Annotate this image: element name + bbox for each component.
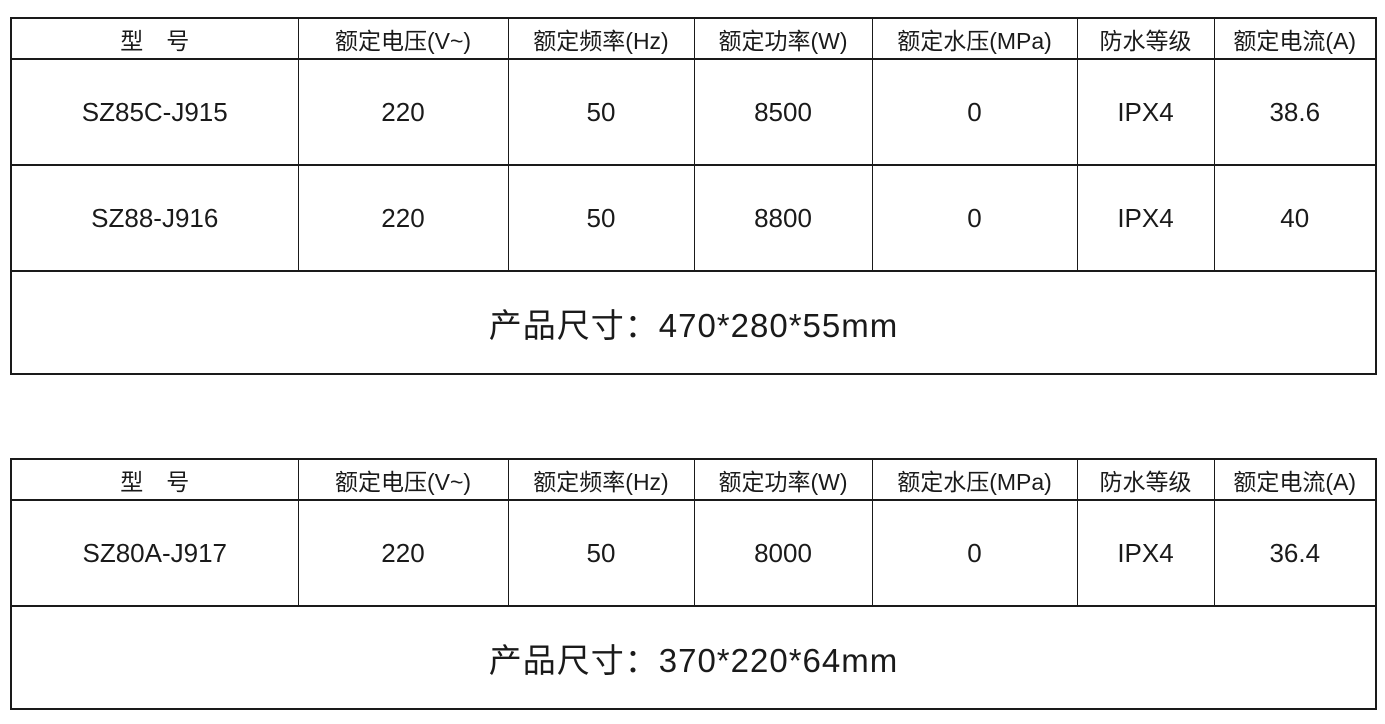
table-row: SZ85C-J915 220 50 8500 0 IPX4 38.6 — [10, 58, 1377, 166]
cell-waterproof-rating: IPX4 — [1076, 499, 1215, 607]
header-rated-current: 额定电流(A) — [1213, 17, 1377, 60]
header-rated-power: 额定功率(W) — [693, 458, 873, 501]
cell-waterproof-rating: IPX4 — [1076, 58, 1215, 166]
cell-model: SZ85C-J915 — [10, 58, 299, 166]
header-model: 型 号 — [10, 17, 299, 60]
header-rated-voltage: 额定电压(V~) — [297, 458, 509, 501]
cell-rated-water-pressure: 0 — [871, 499, 1078, 607]
dimensions-row: 产品尺寸：370*220*64mm — [10, 605, 1377, 710]
header-waterproof-rating: 防水等级 — [1076, 17, 1215, 60]
cell-rated-current: 38.6 — [1213, 58, 1377, 166]
cell-rated-voltage: 220 — [297, 164, 509, 272]
cell-rated-current: 40 — [1213, 164, 1377, 272]
dimensions-row: 产品尺寸：470*280*55mm — [10, 270, 1377, 375]
cell-rated-power: 8800 — [693, 164, 873, 272]
cell-rated-current: 36.4 — [1213, 499, 1377, 607]
header-rated-frequency: 额定频率(Hz) — [507, 17, 695, 60]
header-row: 型 号 额定电压(V~) 额定频率(Hz) 额定功率(W) 额定水压(MPa) … — [10, 458, 1377, 501]
header-rated-voltage: 额定电压(V~) — [297, 17, 509, 60]
header-row: 型 号 额定电压(V~) 额定频率(Hz) 额定功率(W) 额定水压(MPa) … — [10, 17, 1377, 60]
header-rated-power: 额定功率(W) — [693, 17, 873, 60]
header-rated-frequency: 额定频率(Hz) — [507, 458, 695, 501]
header-model: 型 号 — [10, 458, 299, 501]
header-rated-current: 额定电流(A) — [1213, 458, 1377, 501]
product-dimensions-label: 产品尺寸：370*220*64mm — [10, 605, 1377, 710]
cell-waterproof-rating: IPX4 — [1076, 164, 1215, 272]
cell-rated-voltage: 220 — [297, 499, 509, 607]
cell-rated-frequency: 50 — [507, 58, 695, 166]
product-dimensions-label: 产品尺寸：470*280*55mm — [10, 270, 1377, 375]
cell-rated-water-pressure: 0 — [871, 164, 1078, 272]
table-row: SZ80A-J917 220 50 8000 0 IPX4 36.4 — [10, 499, 1377, 607]
header-waterproof-rating: 防水等级 — [1076, 458, 1215, 501]
header-rated-water-pressure: 额定水压(MPa) — [871, 458, 1078, 501]
spec-table-1: 型 号 额定电压(V~) 额定频率(Hz) 额定功率(W) 额定水压(MPa) … — [10, 17, 1377, 375]
table-gap — [10, 375, 1375, 458]
header-rated-water-pressure: 额定水压(MPa) — [871, 17, 1078, 60]
cell-model: SZ88-J916 — [10, 164, 299, 272]
cell-rated-water-pressure: 0 — [871, 58, 1078, 166]
cell-model: SZ80A-J917 — [10, 499, 299, 607]
cell-rated-frequency: 50 — [507, 164, 695, 272]
cell-rated-frequency: 50 — [507, 499, 695, 607]
cell-rated-power: 8000 — [693, 499, 873, 607]
table-row: SZ88-J916 220 50 8800 0 IPX4 40 — [10, 164, 1377, 272]
cell-rated-voltage: 220 — [297, 58, 509, 166]
spec-table-2: 型 号 额定电压(V~) 额定频率(Hz) 额定功率(W) 额定水压(MPa) … — [10, 458, 1377, 710]
cell-rated-power: 8500 — [693, 58, 873, 166]
